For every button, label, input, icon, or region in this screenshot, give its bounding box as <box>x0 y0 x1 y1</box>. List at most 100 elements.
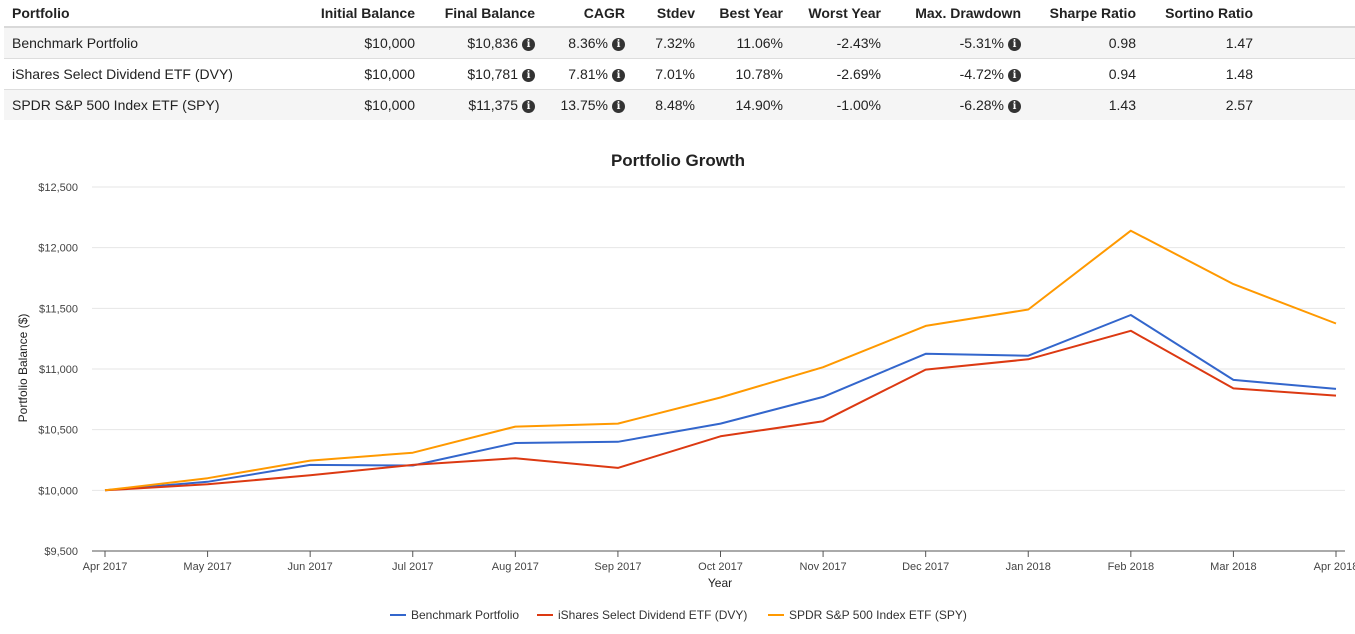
table-row: Benchmark Portfolio $10,000 $10,836 i 8.3… <box>4 26 1355 59</box>
y-axis-ticks: $9,500 $10,000 $10,500 $11,000 $11,500 $12,00… <box>38 182 78 558</box>
x-tick-label: Sep 2017 <box>594 561 641 573</box>
info-circle-icon[interactable]: i <box>612 69 625 82</box>
chart-legend[interactable]: Benchmark Portfolio iShares Select Divide… <box>390 608 967 622</box>
cell-sharpe-ratio: 0.98 <box>1029 26 1144 59</box>
info-circle-icon[interactable]: i <box>1008 100 1021 113</box>
max-drawdown-value: -6.28% <box>959 97 1004 113</box>
x-axis-ticks: Apr 2017 May 2017 Jun 2017 Jul 2017 Aug 2017… <box>83 551 1355 573</box>
final-balance-value: $10,781 <box>467 66 518 82</box>
legend-item-2[interactable]: SPDR S&P 500 Index ETF (SPY) <box>768 608 967 622</box>
x-tick-label: Apr 2018 <box>1314 561 1355 573</box>
cell-spacer <box>1261 89 1355 120</box>
table-header-row: Portfolio Initial Balance Final Balance … <box>4 0 1355 28</box>
y-tick-label: $12,000 <box>38 243 78 255</box>
x-tick-label: Oct 2017 <box>698 561 743 573</box>
info-circle-icon[interactable]: i <box>522 69 535 82</box>
col-header-portfolio[interactable]: Portfolio <box>4 0 305 28</box>
cell-portfolio: iShares Select Dividend ETF (DVY) <box>4 58 305 90</box>
table-row: SPDR S&P 500 Index ETF (SPY) $10,000 $11… <box>4 89 1355 120</box>
chart-title: Portfolio Growth <box>611 151 745 170</box>
cell-best-year: 10.78% <box>703 58 791 90</box>
col-header-final-balance[interactable]: Final Balance <box>423 0 543 28</box>
cell-max-drawdown: -5.31% i <box>889 26 1029 59</box>
info-circle-icon[interactable]: i <box>1008 69 1021 82</box>
col-header-stdev[interactable]: Stdev <box>633 0 703 28</box>
cell-stdev: 8.48% <box>633 89 703 120</box>
x-tick-label: Nov 2017 <box>800 561 847 573</box>
cell-max-drawdown: -6.28% i <box>889 89 1029 120</box>
col-header-cagr[interactable]: CAGR <box>543 0 633 28</box>
cell-final-balance: $11,375 i <box>423 89 543 120</box>
x-tick-label: Apr 2017 <box>83 561 128 573</box>
cell-sortino-ratio: 2.57 <box>1144 89 1261 120</box>
cell-worst-year: -2.69% <box>791 58 889 90</box>
legend-item-0[interactable]: Benchmark Portfolio <box>390 608 519 622</box>
cell-final-balance: $10,836 i <box>423 26 543 59</box>
cell-final-balance: $10,781 i <box>423 58 543 90</box>
y-tick-label: $11,000 <box>39 364 78 376</box>
x-tick-label: Jun 2017 <box>288 561 333 573</box>
cell-best-year: 11.06% <box>703 26 791 59</box>
cell-cagr: 7.81% i <box>543 58 633 90</box>
cell-cagr: 8.36% i <box>543 26 633 59</box>
portfolio-growth-chart[interactable]: Portfolio Growth $9,500 $10,000 $10,500 $11… <box>0 134 1355 634</box>
legend-item-1[interactable]: iShares Select Dividend ETF (DVY) <box>537 608 747 622</box>
col-header-spacer <box>1261 0 1355 28</box>
cell-initial-balance: $10,000 <box>305 58 423 90</box>
x-tick-label: May 2017 <box>183 561 231 573</box>
cell-sortino-ratio: 1.48 <box>1144 58 1261 90</box>
cell-portfolio: SPDR S&P 500 Index ETF (SPY) <box>4 89 305 120</box>
cagr-value: 8.36% <box>568 35 608 51</box>
x-tick-label: Jan 2018 <box>1006 561 1051 573</box>
cell-initial-balance: $10,000 <box>305 26 423 59</box>
final-balance-value: $11,375 <box>468 97 518 113</box>
y-axis-label: Portfolio Balance ($) <box>16 314 30 423</box>
table-row: iShares Select Dividend ETF (DVY) $10,00… <box>4 58 1355 90</box>
info-circle-icon[interactable]: i <box>612 100 625 113</box>
chart-gridlines <box>92 186 1345 552</box>
col-header-sortino-ratio[interactable]: Sortino Ratio <box>1144 0 1261 28</box>
x-axis-label: Year <box>708 576 732 590</box>
y-tick-label: $10,500 <box>38 425 78 437</box>
series-line-0 <box>104 314 1337 492</box>
x-tick-label: Mar 2018 <box>1210 561 1256 573</box>
info-circle-icon[interactable]: i <box>612 38 625 51</box>
cell-cagr: 13.75% i <box>543 89 633 120</box>
series-line-1 <box>104 329 1337 492</box>
x-tick-label: Dec 2017 <box>902 561 949 573</box>
y-tick-label: $10,000 <box>38 485 78 497</box>
col-header-worst-year[interactable]: Worst Year <box>791 0 889 28</box>
col-header-max-drawdown[interactable]: Max. Drawdown <box>889 0 1029 28</box>
chart-series <box>104 229 1337 492</box>
info-circle-icon[interactable]: i <box>522 38 535 51</box>
cagr-value: 7.81% <box>568 66 608 82</box>
performance-summary-table: Portfolio Initial Balance Final Balance … <box>4 0 1355 120</box>
y-tick-label: $9,500 <box>44 546 78 558</box>
cell-sortino-ratio: 1.47 <box>1144 26 1261 59</box>
cell-spacer <box>1261 58 1355 90</box>
cell-worst-year: -1.00% <box>791 89 889 120</box>
final-balance-value: $10,836 <box>467 35 518 51</box>
cell-worst-year: -2.43% <box>791 26 889 59</box>
cell-spacer <box>1261 26 1355 59</box>
col-header-initial-balance[interactable]: Initial Balance <box>305 0 423 28</box>
cell-sharpe-ratio: 1.43 <box>1029 89 1144 120</box>
cell-initial-balance: $10,000 <box>305 89 423 120</box>
cell-sharpe-ratio: 0.94 <box>1029 58 1144 90</box>
cell-portfolio: Benchmark Portfolio <box>4 26 305 59</box>
col-header-best-year[interactable]: Best Year <box>703 0 791 28</box>
legend-label: Benchmark Portfolio <box>411 608 519 622</box>
cell-stdev: 7.01% <box>633 58 703 90</box>
info-circle-icon[interactable]: i <box>1008 38 1021 51</box>
series-line-2 <box>104 229 1337 492</box>
max-drawdown-value: -4.72% <box>959 66 1004 82</box>
info-circle-icon[interactable]: i <box>522 100 535 113</box>
col-header-sharpe-ratio[interactable]: Sharpe Ratio <box>1029 0 1144 28</box>
cell-max-drawdown: -4.72% i <box>889 58 1029 90</box>
max-drawdown-value: -5.31% <box>959 35 1004 51</box>
y-tick-label: $11,500 <box>39 303 78 315</box>
x-tick-label: Feb 2018 <box>1108 561 1154 573</box>
y-tick-label: $12,500 <box>38 182 78 194</box>
cell-best-year: 14.90% <box>703 89 791 120</box>
cagr-value: 13.75% <box>560 97 608 113</box>
